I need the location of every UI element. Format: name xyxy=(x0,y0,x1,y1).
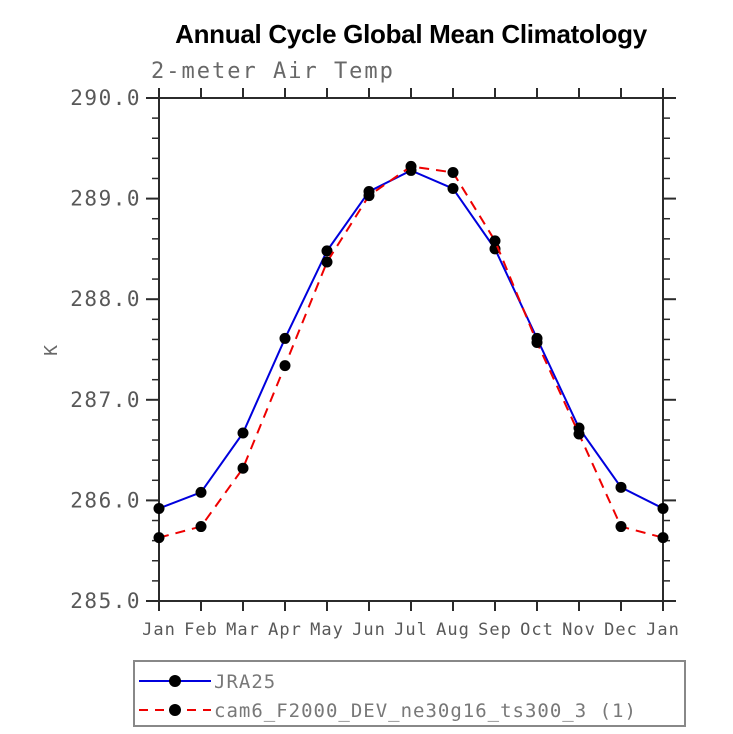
data-point-marker xyxy=(237,462,249,474)
data-point-marker xyxy=(153,532,165,544)
y-tick-label: 290.0 xyxy=(70,86,141,110)
x-tick-label: Jan xyxy=(142,620,176,640)
x-tick-label: Feb xyxy=(184,620,218,640)
y-tick-label: 286.0 xyxy=(70,488,141,512)
y-tick-label: 287.0 xyxy=(70,388,141,412)
x-tick-label: May xyxy=(310,620,344,640)
data-series xyxy=(153,160,669,544)
y-axis-label: K xyxy=(41,344,62,356)
x-tick-label: Aug xyxy=(436,620,470,640)
data-point-marker xyxy=(237,427,249,439)
legend-marker xyxy=(169,675,181,687)
x-tick-label: Oct xyxy=(520,620,554,640)
data-point-marker xyxy=(615,481,627,493)
x-tick-label: Apr xyxy=(268,620,302,640)
data-point-marker xyxy=(447,166,459,178)
series-line-cam6 xyxy=(158,165,664,539)
chart-subtitle: 2-meter Air Temp xyxy=(151,59,395,84)
data-point-marker xyxy=(153,502,165,514)
data-point-marker xyxy=(531,336,543,348)
data-point-marker xyxy=(321,256,333,268)
y-tick-label: 289.0 xyxy=(70,187,141,211)
data-point-marker xyxy=(447,183,459,195)
data-point-marker xyxy=(279,360,291,372)
data-point-marker xyxy=(573,428,585,440)
x-tick-label: Jul xyxy=(394,620,428,640)
data-point-marker xyxy=(657,502,669,514)
data-point-marker xyxy=(363,190,375,202)
x-tick-label: Jan xyxy=(646,620,680,640)
data-point-marker xyxy=(195,486,207,498)
data-point-marker xyxy=(657,532,669,544)
data-point-marker xyxy=(615,521,627,533)
legend-label: cam6_F2000_DEV_ne30g16_ts300_3 (1) xyxy=(214,700,637,722)
y-tick-label: 285.0 xyxy=(70,589,141,613)
legend: JRA25 cam6_F2000_DEV_ne30g16_ts300_3 (1) xyxy=(133,660,686,727)
x-tick-label: Nov xyxy=(562,620,596,640)
data-point-marker xyxy=(195,521,207,533)
data-point-marker xyxy=(489,235,501,247)
data-point-marker xyxy=(321,245,333,257)
data-point-marker xyxy=(405,160,417,172)
x-tick-label: Dec xyxy=(604,620,638,640)
y-tick-label: 288.0 xyxy=(70,287,141,311)
legend-label: JRA25 xyxy=(214,671,276,693)
chart-title: Annual Cycle Global Mean Climatology xyxy=(175,19,648,49)
legend-box xyxy=(133,660,686,727)
x-tick-label: Mar xyxy=(226,620,260,640)
legend-marker xyxy=(169,704,181,716)
series-line-jra25 xyxy=(158,169,664,510)
x-tick-label: Jun xyxy=(352,620,386,640)
axes: Jan Feb Mar Apr May Jun Jul Aug Sep Oct Nov Dec Jan2… xyxy=(70,86,680,640)
data-point-marker xyxy=(279,332,291,344)
x-tick-label: Sep xyxy=(478,620,512,640)
